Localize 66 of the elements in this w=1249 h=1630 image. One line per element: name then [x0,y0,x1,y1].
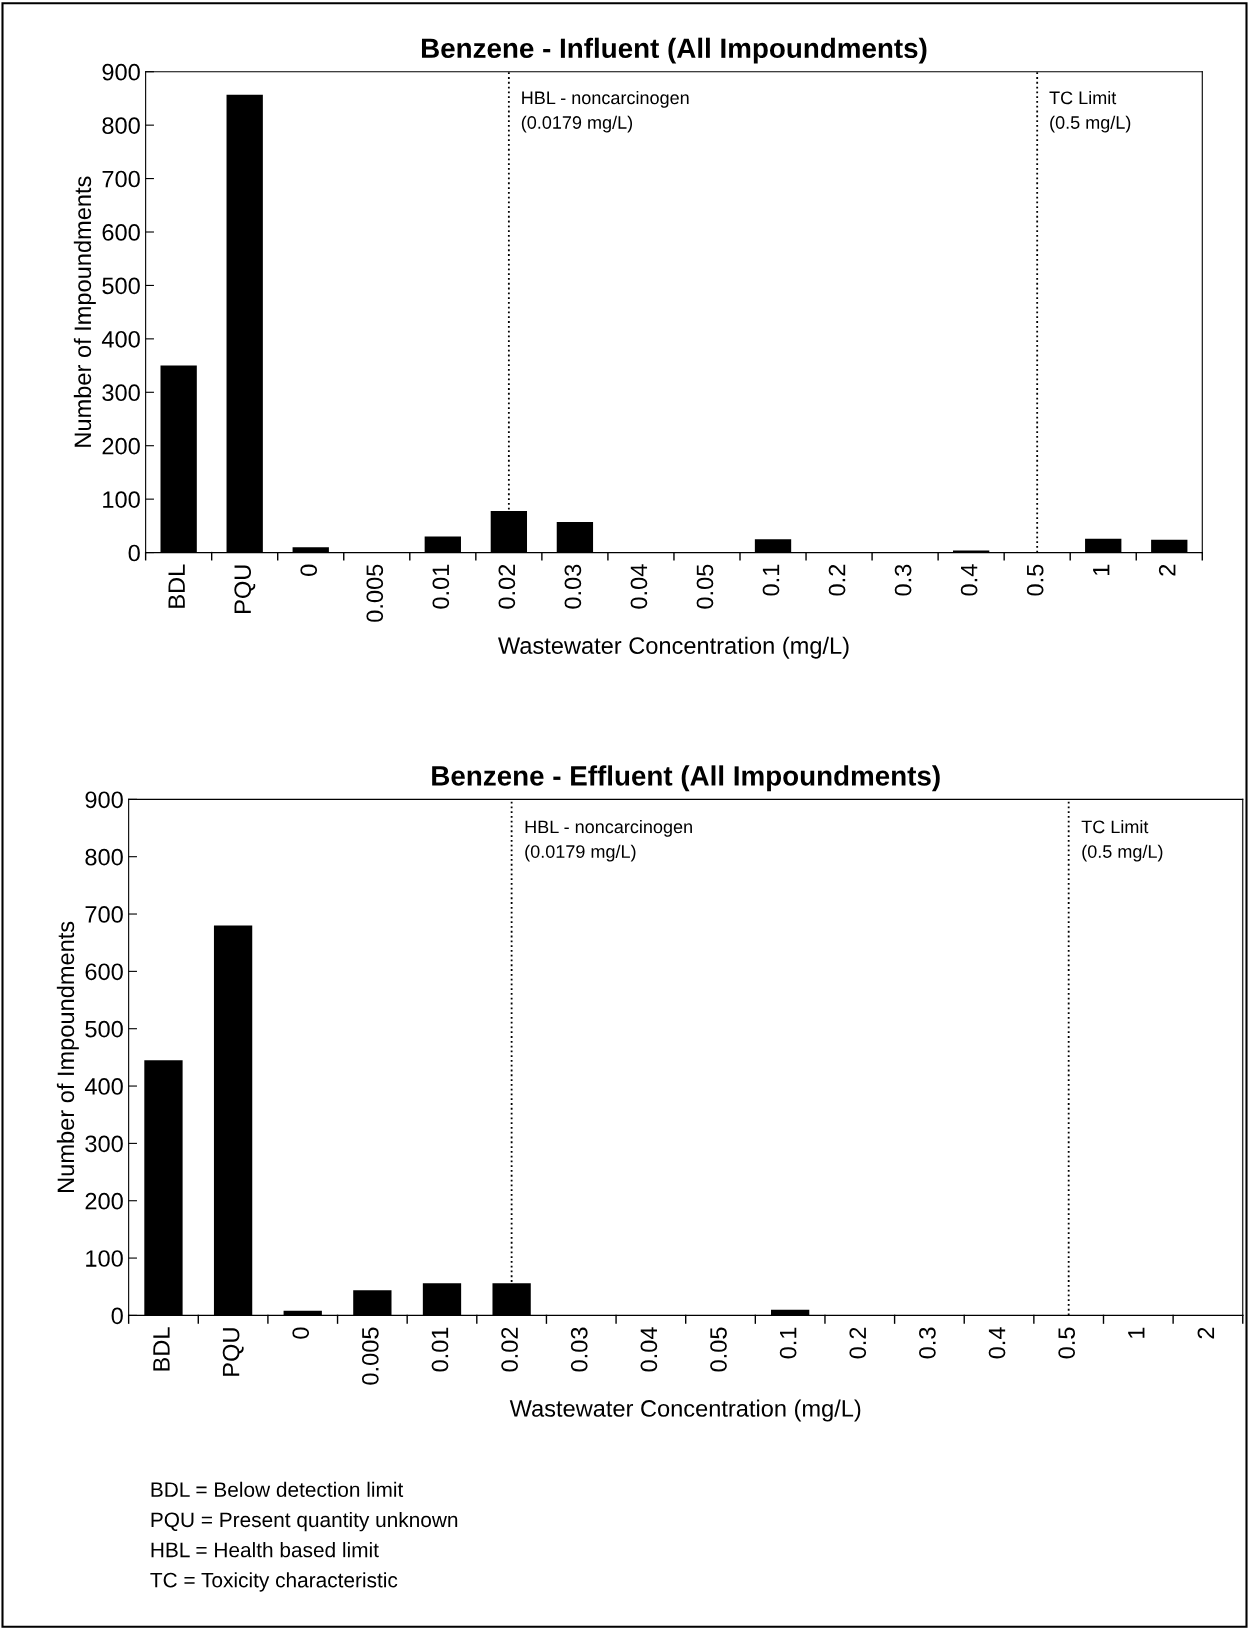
x-tick-label: 0.4 [960,564,978,596]
x-tick-label: 0.5 [1026,564,1044,596]
y-tick-label: 500 [85,1020,123,1038]
x-tick-label: 0.005 [366,564,384,622]
y-tick-label: 600 [102,224,140,241]
y-tick-label: 300 [102,384,140,402]
y-tick-label: 500 [102,277,140,295]
y-tick-label: 100 [103,491,140,508]
chart-title: Benzene - Influent (All Impoundments) [421,37,927,64]
x-tick-label: 0.04 [630,564,648,609]
ref-line-label: HBL - noncarcinogen (0.0179 mg/L) [521,90,689,133]
x-tick-label: 0.005 [361,1327,379,1385]
y-tick-label: 0 [111,1307,123,1325]
x-tick-label: 0.1 [762,564,780,596]
ref-line-label: TC Limit (0.5 mg/L) [1049,90,1131,133]
y-tick-label: 700 [85,906,123,923]
x-tick-label: 0.2 [849,1327,867,1359]
x-tick-label: 0.05 [710,1327,727,1372]
x-tick-label: 0.1 [779,1327,797,1359]
ref-line-label: HBL - noncarcinogen (0.0179 mg/L) [525,819,692,862]
x-tick-label: 0.3 [894,564,912,596]
x-tick-label: 0.4 [988,1327,1006,1359]
x-tick-label: 0.2 [828,564,846,596]
y-tick-label: 900 [85,791,123,809]
y-tick-label: 900 [102,63,140,81]
x-tick-label: 0 [300,564,318,576]
x-tick-label: 2 [1158,564,1176,576]
x-tick-label: 0.01 [431,1327,449,1372]
x-tick-label: 0.5 [1058,1327,1076,1359]
x-tick-label: 0.02 [498,564,516,609]
y-tick-label: 0 [128,544,140,562]
x-tick-label: BDL [168,564,185,608]
x-tick-label: PQU [234,565,256,613]
y-axis-title: Number of Impoundments [73,176,96,447]
x-tick-label: 0.05 [696,564,714,609]
y-tick-label: 200 [102,437,140,455]
y-tick-label: 300 [85,1135,123,1153]
x-tick-label: 0 [292,1327,310,1339]
text: TC = Toxicity characteristic [150,1572,398,1592]
x-tick-label: 2 [1197,1327,1215,1339]
text: HBL = Health based limit [151,1542,379,1558]
y-tick-label: 700 [102,170,140,188]
y-axis-title: Number of Impoundments [56,921,79,1192]
chart-title: Benzene - Effluent (All Impoundments) [432,765,940,792]
text: PQU = Present quantity unknown [151,1511,458,1532]
y-tick-label: 400 [84,1078,123,1095]
x-tick-label: BDL [153,1327,170,1371]
x-tick-label: 0.04 [640,1327,658,1372]
x-axis-title: Wastewater Concentration (mg/L) [498,636,849,659]
x-axis-title: Wastewater Concentration (mg/L) [509,1399,861,1422]
x-tick-label: 0.03 [564,564,582,609]
x-tick-label: PQU [222,1328,244,1376]
x-tick-label: 1 [1093,564,1110,576]
x-tick-label: 1 [1128,1327,1145,1338]
x-tick-label: 0.02 [501,1327,518,1372]
x-tick-label: 0.3 [919,1327,936,1359]
text: BDL = Below detection limit [151,1481,404,1498]
y-tick-label: 200 [85,1192,123,1210]
y-tick-label: 800 [102,117,140,134]
y-tick-label: 100 [86,1250,123,1267]
ref-line-label: TC Limit (0.5 mg/L) [1081,819,1163,862]
y-tick-label: 800 [85,848,123,866]
x-tick-label: 0.01 [432,564,450,609]
y-tick-label: 400 [101,330,140,348]
y-tick-label: 600 [85,963,123,981]
x-tick-label: 0.03 [570,1327,588,1372]
